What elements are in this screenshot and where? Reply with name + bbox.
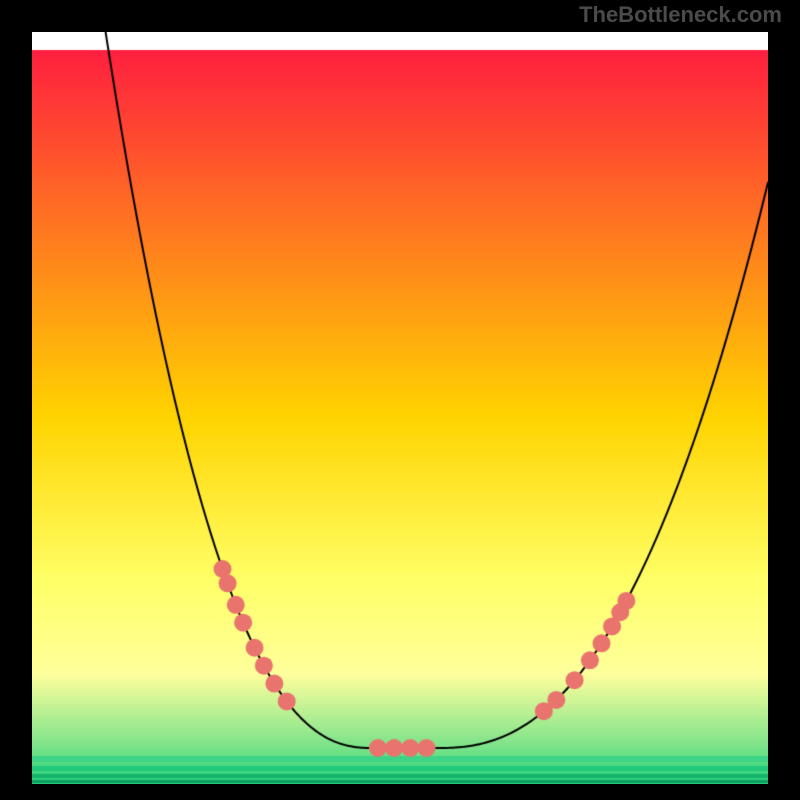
plot-area: [32, 32, 768, 784]
watermark-label: TheBottleneck.com: [579, 2, 782, 28]
bottleneck-curve-chart: [32, 32, 768, 784]
